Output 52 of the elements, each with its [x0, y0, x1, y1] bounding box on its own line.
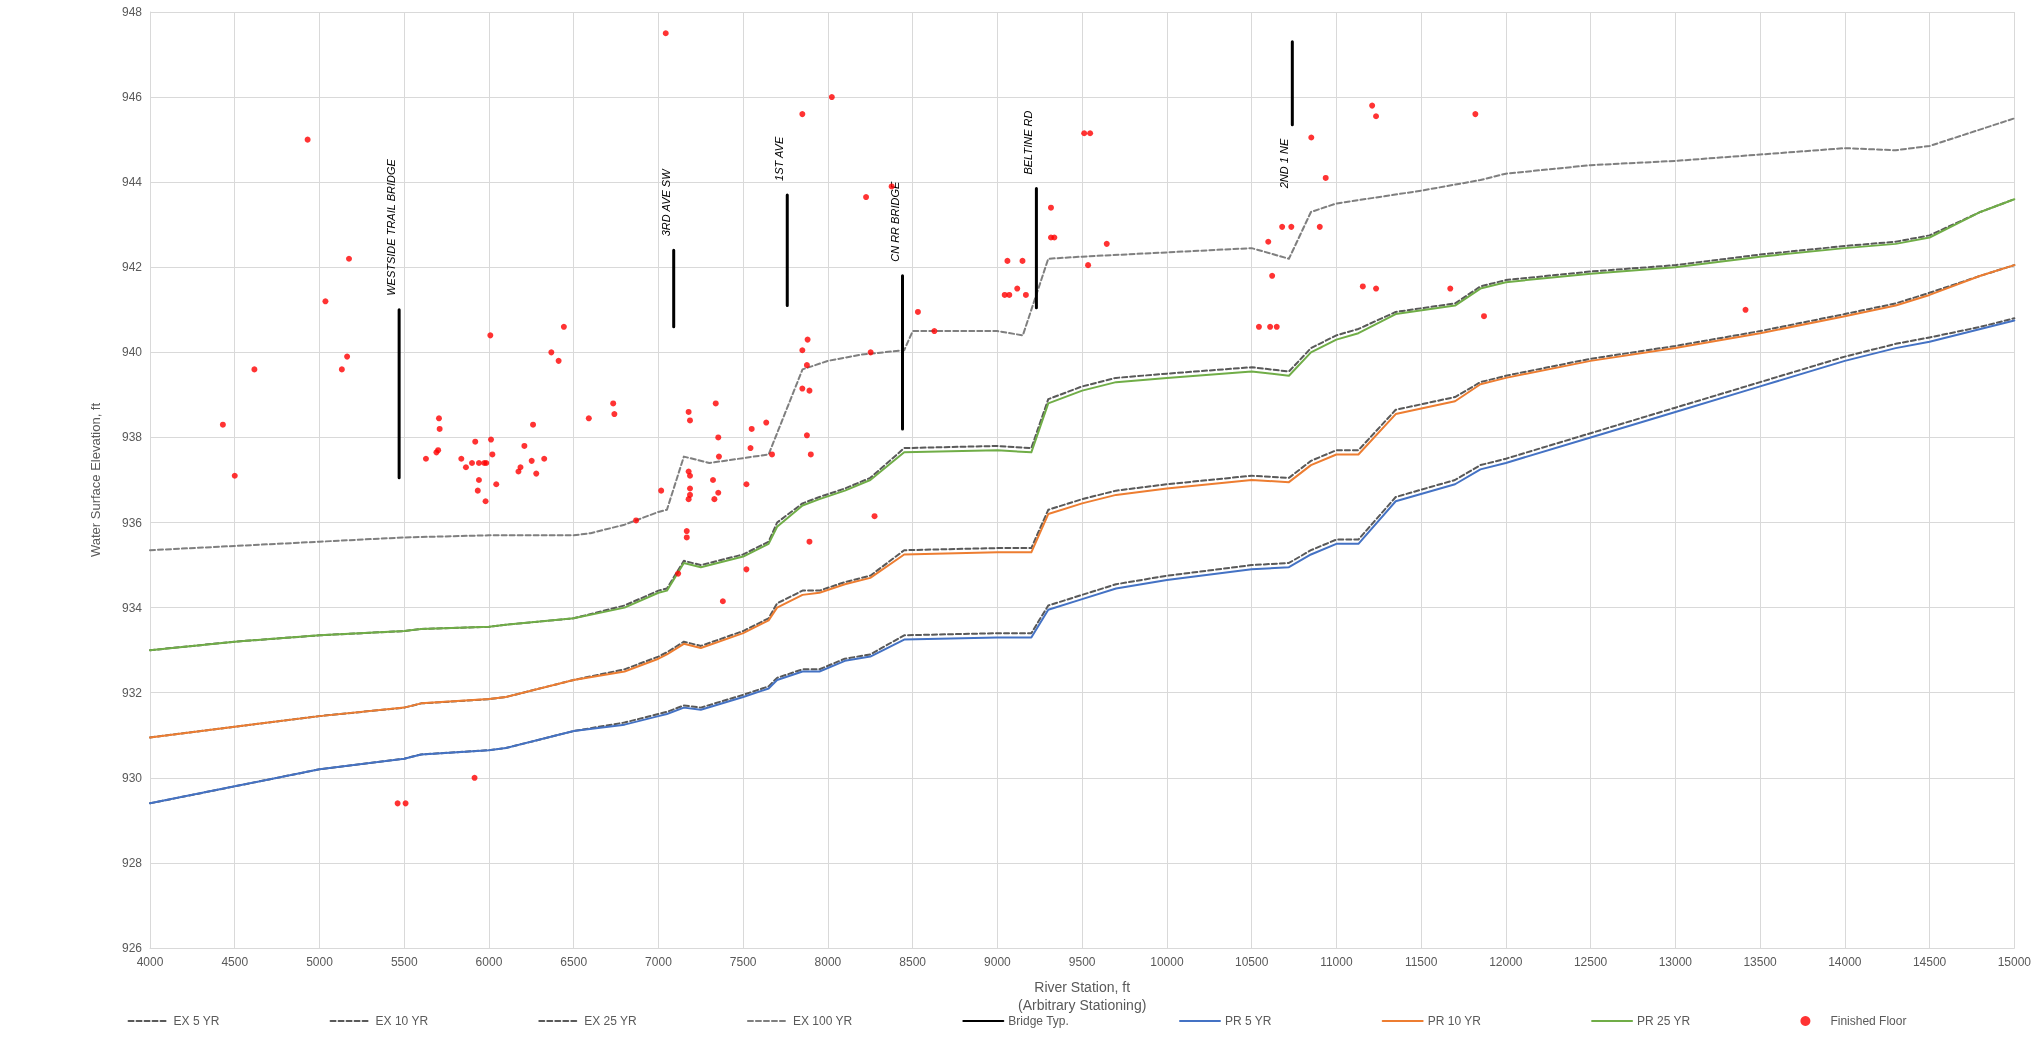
annotation: 2ND 1 NE	[1278, 138, 1291, 190]
y-tick-label: 944	[121, 175, 143, 190]
x-tick-label: 13500	[1743, 955, 1778, 969]
y-tick-label: 948	[121, 5, 143, 19]
x-tick-label: 4000	[136, 955, 164, 969]
x-tick-label: 10000	[1150, 955, 1184, 969]
x-tick-label: 14500	[1912, 955, 1947, 969]
x-tick-label: 11000	[1320, 955, 1353, 969]
x-tick-label: 10500	[1234, 955, 1269, 969]
y-tick-label: 926	[121, 941, 143, 955]
y-axis-title: Water Surface Elevation, ft	[88, 402, 103, 558]
y-tick-label: 928	[121, 855, 143, 870]
x-tick-label: 15000	[1997, 955, 2032, 969]
x-tick-label: 8000	[814, 955, 842, 969]
x-tick-label: 4500	[221, 955, 249, 969]
x-tick-label: 7000	[645, 955, 673, 969]
legend-label: EX 10 YR	[375, 1014, 429, 1028]
annotation: 3RD AVE SW	[659, 167, 672, 237]
y-tick-label: 942	[121, 260, 143, 275]
x-tick-label: 6500	[560, 955, 588, 969]
x-tick-label: 12500	[1573, 955, 1608, 969]
legend-label: EX 5 YR	[173, 1014, 220, 1028]
x-tick-label: 12000	[1489, 955, 1523, 969]
x-tick-label: 11500	[1404, 955, 1438, 969]
legend-label: PR 25 YR	[1637, 1014, 1691, 1028]
legend-label: EX 25 YR	[584, 1014, 638, 1028]
y-tick-label: 932	[121, 685, 143, 700]
annotation: CN RR BRIDGE	[888, 181, 901, 262]
y-tick-label: 940	[121, 345, 143, 360]
y-tick-label: 934	[121, 600, 143, 615]
legend-label: EX 100 YR	[792, 1014, 853, 1028]
x-tick-label: 7500	[729, 955, 757, 969]
x-tick-label: 9500	[1068, 955, 1096, 969]
y-tick-label: 936	[121, 515, 143, 530]
legend-label: Finished Floor	[1830, 1014, 1907, 1028]
y-tick-label: 938	[121, 430, 143, 445]
x-tick-label: 13000	[1658, 955, 1693, 969]
legend-label: Bridge Typ.	[1008, 1014, 1069, 1028]
x-tick-label: 5000	[306, 955, 334, 969]
legend-label: PR 5 YR	[1225, 1014, 1272, 1028]
x-axis-title: River Station, ft (Arbitrary Stationing)	[1017, 979, 1147, 1013]
x-tick-label: 6000	[475, 955, 503, 969]
legend-label: PR 10 YR	[1427, 1014, 1482, 1028]
annotation: BELTINE RD	[1022, 110, 1035, 175]
annotation: 1ST AVE	[773, 136, 786, 181]
y-tick-label: 946	[121, 90, 143, 105]
y-tick-label: 930	[121, 770, 143, 785]
x-tick-label: 5500	[390, 955, 418, 969]
x-tick-label: 9000	[984, 955, 1012, 969]
annotation: WESTSIDE TRAIL BRIDGE	[385, 158, 398, 296]
x-tick-label: 14000	[1828, 955, 1862, 969]
x-tick-label: 8500	[899, 955, 927, 969]
